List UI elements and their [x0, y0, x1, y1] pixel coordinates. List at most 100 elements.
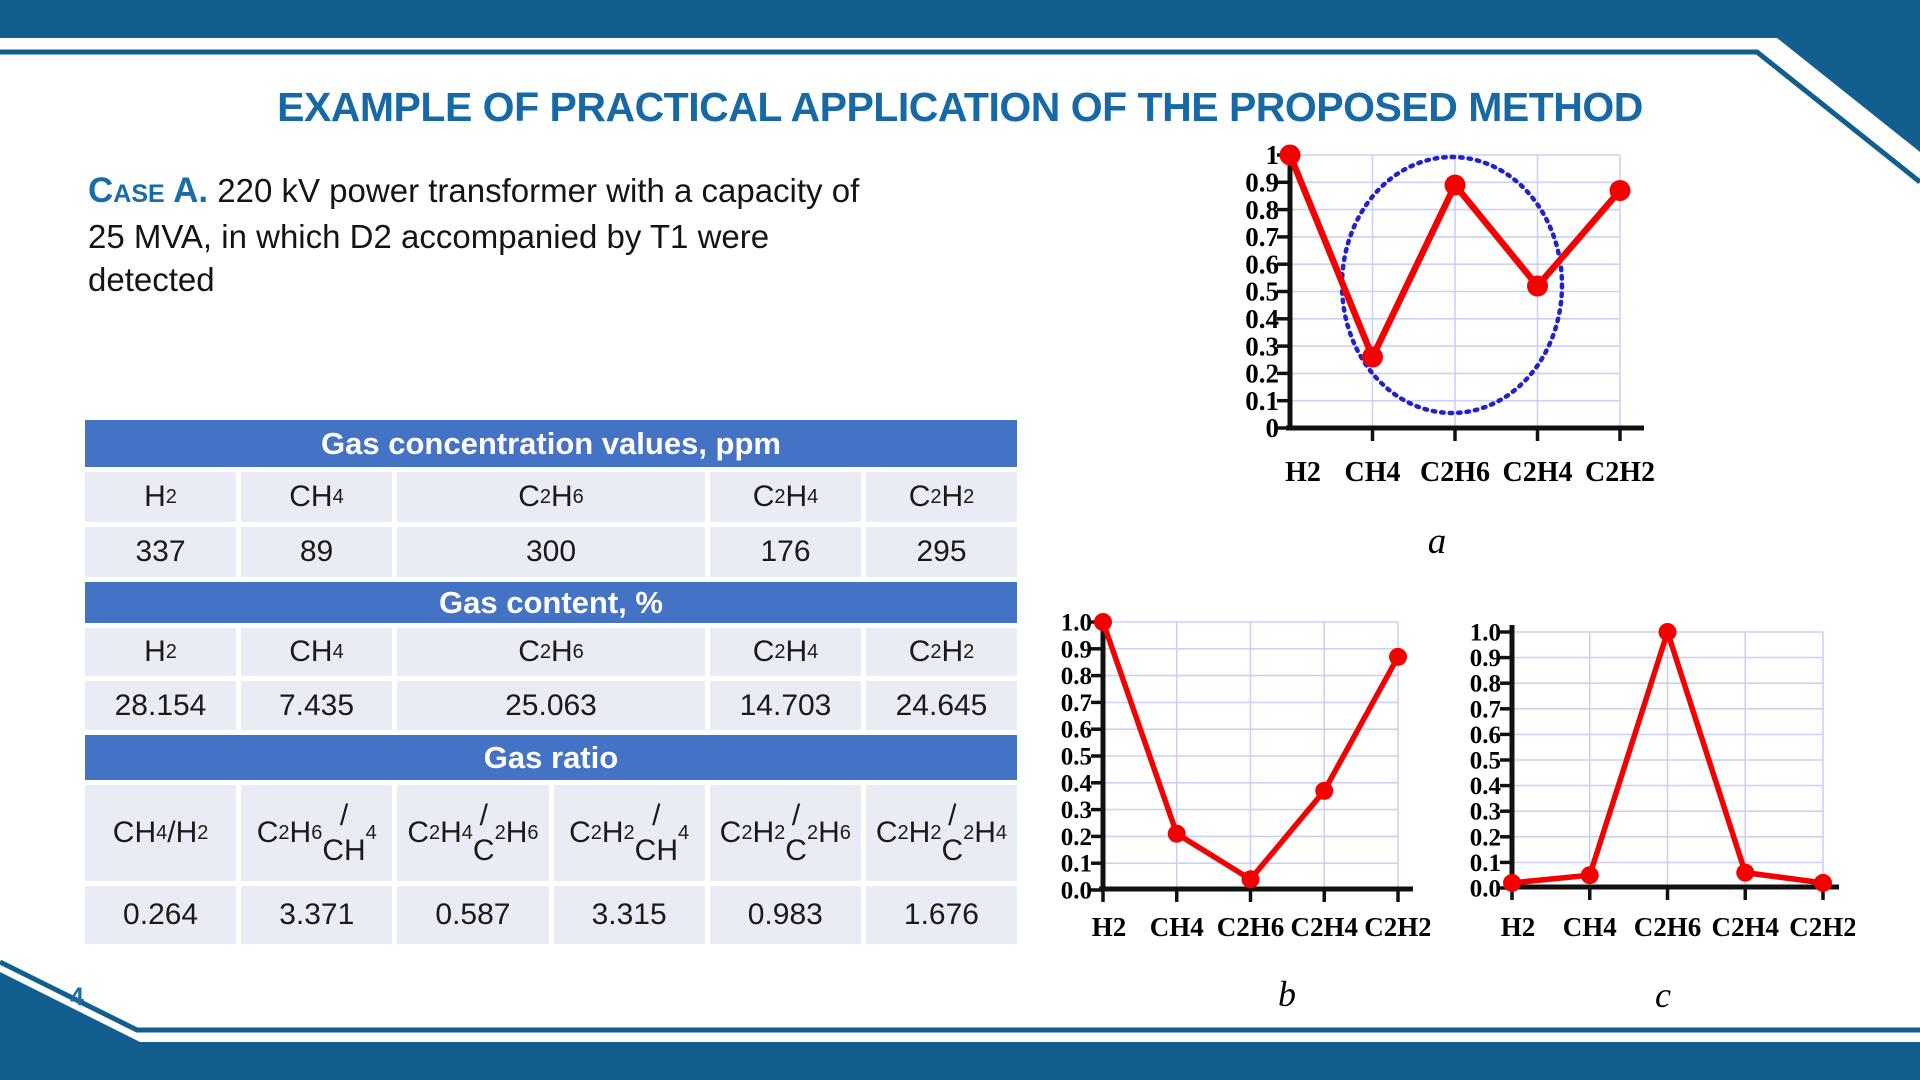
y-tick-label: 0.3 [1470, 799, 1501, 826]
x-axis-label-C2H2: C2H2 [1585, 457, 1655, 488]
gas-value-cell: 0.983 [709, 886, 861, 944]
table-row: 337 89 300 176 295 [85, 527, 1017, 577]
data-point-C2H6 [1444, 174, 1466, 196]
gas-symbol-cell: CH 4 [241, 472, 392, 522]
y-tick-label: 0.5 [1245, 277, 1279, 307]
y-tick-label: 0.0 [1061, 878, 1092, 905]
y-tick-label: 0.1 [1061, 851, 1092, 878]
y-tick-label: 0.2 [1470, 824, 1501, 851]
table-row: H 2 CH 4 C 2 H 6 C 2 H 4 C 2 H 2 [85, 628, 1017, 676]
data-point-CH4 [1362, 346, 1383, 368]
x-axis-label-CH4: CH4 [1345, 457, 1401, 488]
y-tick-label: 1 [1266, 140, 1280, 170]
data-point-H2 [1503, 873, 1521, 892]
chart-b: 1.00.90.80.70.60.50.40.30.20.10.0 H2 CH4 C2… [1061, 610, 1430, 1015]
chart-letter-label: c [1655, 975, 1671, 1015]
bottom-accent-line [0, 959, 1920, 1033]
axis-ticks [1091, 620, 1400, 902]
y-tick-label: 0.5 [1470, 748, 1501, 775]
y-tick-label: 0.8 [1245, 195, 1279, 225]
data-point-C2H2 [1814, 873, 1832, 892]
y-tick-label: 0.6 [1061, 717, 1092, 744]
y-tick-label: 0.4 [1470, 773, 1502, 800]
x-axis-label-CH4: CH4 [1150, 912, 1204, 942]
y-tick-label: 0.1 [1470, 850, 1501, 877]
y-tick-label: 0.2 [1061, 824, 1092, 851]
data-point-H2 [1279, 144, 1301, 166]
data-point-C2H6 [1658, 623, 1677, 641]
table-row: H 2 CH 4 C 2 H 6 C 2 H 4 C 2 H 2 [85, 472, 1017, 522]
x-axis-label-C2H4: C2H4 [1712, 912, 1780, 942]
data-point-C2H4 [1527, 275, 1548, 297]
gas-value-cell: 3.315 [553, 886, 705, 944]
table-section-header: Gas ratio [85, 735, 1017, 780]
table-row: 0.264 3.371 0.587 3.315 0.983 1.676 [85, 886, 1018, 944]
y-tick-labels: 10.90.80.70.60.50.40.30.20.10 [1245, 140, 1279, 443]
x-axis-labels: H2 CH4 C2H6 C2H4 C2H2 [1285, 457, 1655, 488]
x-axis-label-H2: H2 [1501, 912, 1536, 942]
case-label: Case A. [88, 171, 209, 210]
gas-value-cell: 24.645 [866, 681, 1017, 730]
gas-value-cell: 3.371 [241, 886, 393, 944]
data-point-C2H4 [1315, 781, 1334, 800]
y-tick-labels: 1.00.90.80.70.60.50.40.30.20.10.0 [1470, 620, 1502, 903]
data-point-C2H6 [1241, 870, 1260, 889]
table-section-header: Gas content, % [85, 582, 1017, 623]
gas-symbol-cell: C 2 H 2/C 2 H 6 [709, 785, 861, 881]
axis-ticks [1277, 153, 1622, 441]
gas-symbol-cell: CH 4/H 2 [85, 785, 237, 881]
y-tick-label: 1.0 [1061, 610, 1092, 637]
gas-value-cell: 89 [241, 527, 392, 577]
x-axis-label-CH4: CH4 [1563, 912, 1617, 942]
y-tick-label: 0.6 [1245, 249, 1279, 279]
slide-title: EXAMPLE OF PRACTICAL APPLICATION OF THE … [277, 84, 1643, 130]
x-axis-label-C2H4: C2H4 [1291, 912, 1359, 942]
y-tick-label: 0.2 [1245, 359, 1279, 389]
y-tick-label: 0.5 [1061, 744, 1092, 771]
page-number: 4 [70, 983, 84, 1011]
x-axis-label-C2H6: C2H6 [1420, 457, 1490, 488]
chart-c: 1.00.90.80.70.60.50.40.30.20.10.0 H2 CH4 C2… [1470, 620, 1855, 1016]
gas-value-cell: 28.154 [85, 681, 236, 730]
y-tick-label: 0.1 [1245, 386, 1279, 416]
x-axis-label-C2H6: C2H6 [1634, 912, 1702, 942]
x-axis-label-C2H2: C2H2 [1364, 912, 1430, 942]
x-axis-label-H2: H2 [1092, 912, 1127, 942]
data-point-C2H2 [1389, 647, 1407, 666]
y-tick-label: 1.0 [1470, 620, 1501, 647]
gridlines [1290, 154, 1621, 428]
y-tick-label: 0.3 [1061, 797, 1092, 824]
gas-value-cell: 337 [85, 527, 236, 577]
data-point-CH4 [1167, 824, 1186, 843]
data-point-C2H2 [1609, 179, 1631, 201]
gas-symbol-cell: CH 4 [241, 628, 392, 676]
gas-value-cell: 25.063 [397, 681, 705, 730]
gas-value-cell: 300 [397, 527, 705, 577]
y-tick-label: 0.7 [1470, 696, 1501, 723]
y-tick-label: 0.6 [1470, 722, 1501, 749]
table-section-header: Gas concentration values, ppm [85, 420, 1017, 467]
gas-symbol-cell: C 2 H 2/C 2 H 4 [865, 785, 1018, 881]
x-axis-label-C2H6: C2H6 [1217, 912, 1285, 942]
y-tick-label: 0.3 [1245, 331, 1279, 361]
x-axis-label-C2H2: C2H2 [1789, 912, 1855, 942]
top-banner [0, 0, 1920, 152]
y-tick-label: 0.0 [1470, 876, 1501, 903]
y-tick-labels: 1.00.90.80.70.60.50.40.30.20.10.0 [1061, 610, 1093, 905]
table-row: 28.154 7.435 25.063 14.703 24.645 [85, 681, 1017, 730]
x-axis-label-C2H4: C2H4 [1503, 457, 1573, 488]
y-tick-label: 0.4 [1061, 770, 1093, 797]
x-axis-label-H2: H2 [1285, 457, 1321, 488]
gas-value-cell: 0.264 [85, 886, 237, 944]
case-paragraph: Case A. 220 kV power transformer with a … [88, 168, 878, 302]
bottom-bar [0, 972, 1920, 1080]
y-tick-label: 0.8 [1061, 663, 1092, 690]
x-axis-labels: H2 CH4 C2H6 C2H4 C2H2 [1092, 912, 1430, 942]
